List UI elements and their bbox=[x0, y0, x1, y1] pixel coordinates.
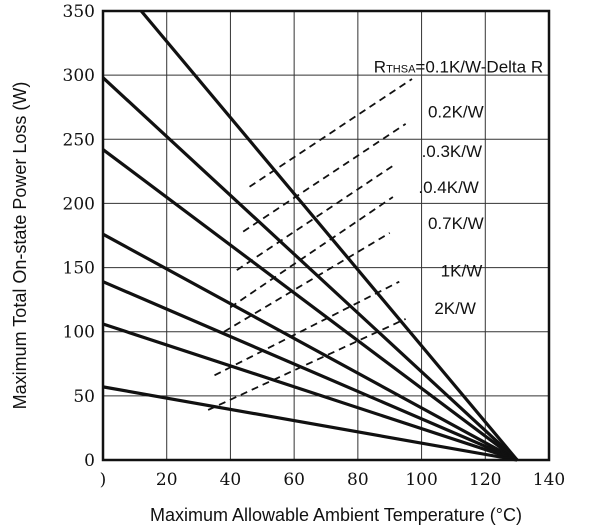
series-line bbox=[102, 148, 519, 462]
y-tick-labels: 0 50 100 150 200 250 300 350 bbox=[63, 2, 95, 471]
y-axis-title: Maximum Total On-state Power Loss (W) bbox=[10, 82, 30, 410]
annotation-labels: RTHSA=0.1K/W-Delta R 0.2K/W .0.3K/W .0.4K/W… bbox=[374, 58, 543, 318]
y-tick-label: 50 bbox=[73, 387, 95, 407]
annotation-dashed-line bbox=[207, 318, 407, 411]
series-line bbox=[140, 9, 519, 462]
series-line bbox=[102, 232, 518, 462]
y-tick-label: 150 bbox=[63, 259, 95, 279]
x-tick-labels: ) 20 40 60 80 100 120 140 bbox=[100, 470, 566, 490]
annotation-dashed-line bbox=[249, 78, 413, 188]
series-line bbox=[102, 280, 518, 462]
y-tick-label: 100 bbox=[63, 323, 95, 343]
annotation-label: 0.7K/W bbox=[428, 214, 484, 233]
annotation-dashed-line bbox=[242, 123, 407, 233]
y-tick-label: 300 bbox=[63, 66, 95, 86]
annotation-label: 2K/W bbox=[434, 299, 476, 318]
annotation-dashed-line bbox=[236, 162, 397, 271]
x-tick-label: 40 bbox=[220, 470, 242, 490]
grid bbox=[103, 11, 549, 460]
x-tick-label: 100 bbox=[405, 470, 437, 490]
x-tick-label: ) bbox=[100, 470, 107, 490]
y-tick-label: 200 bbox=[63, 194, 95, 214]
annotation-dashed-line bbox=[223, 232, 391, 333]
y-tick-label: 0 bbox=[84, 451, 95, 471]
x-tick-label: 140 bbox=[533, 470, 565, 490]
annotation-lines bbox=[207, 78, 413, 411]
y-tick-label: 350 bbox=[63, 2, 95, 22]
annotation-label: .0.4K/W bbox=[418, 178, 478, 197]
series-line bbox=[101, 76, 519, 462]
series-lines bbox=[101, 9, 519, 462]
x-tick-label: 120 bbox=[469, 470, 501, 490]
x-tick-label: 20 bbox=[156, 470, 178, 490]
y-tick-label: 250 bbox=[63, 130, 95, 150]
series-line bbox=[102, 322, 518, 462]
annotation-label: RTHSA=0.1K/W-Delta R bbox=[374, 58, 543, 77]
annotation-dashed-line bbox=[214, 280, 400, 377]
annotation-label: .0.3K/W bbox=[422, 142, 482, 161]
annotation-label: 0.2K/W bbox=[428, 102, 484, 121]
x-axis-title: Maximum Allowable Ambient Temperature (°… bbox=[150, 505, 522, 525]
annotation-dashed-line bbox=[229, 196, 394, 309]
series-line bbox=[102, 385, 518, 462]
x-tick-label: 80 bbox=[347, 470, 369, 490]
x-tick-label: 60 bbox=[283, 470, 305, 490]
annotation-label: 1K/W bbox=[441, 262, 483, 281]
plot-area-frame bbox=[101, 9, 551, 462]
